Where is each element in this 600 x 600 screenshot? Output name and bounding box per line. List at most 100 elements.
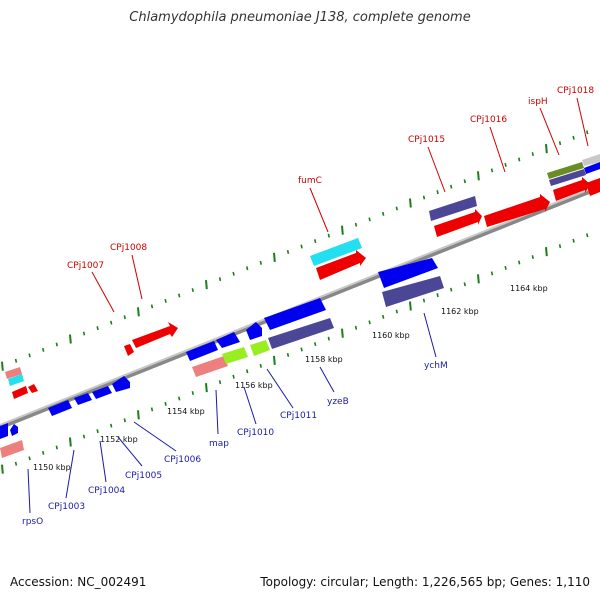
minor-tick bbox=[368, 217, 371, 222]
minor-tick bbox=[123, 315, 126, 320]
minor-tick bbox=[191, 391, 194, 396]
top-leader-lines bbox=[91, 97, 589, 313]
minor-tick bbox=[110, 423, 113, 428]
minor-tick bbox=[178, 293, 181, 298]
minor-tick bbox=[531, 152, 534, 157]
major-tick bbox=[545, 247, 548, 257]
minor-tick bbox=[150, 304, 154, 309]
minor-tick bbox=[436, 190, 439, 195]
minor-tick bbox=[450, 287, 453, 292]
gene-label-cpj1016: CPj1016 bbox=[470, 115, 507, 125]
minor-tick bbox=[246, 369, 249, 374]
minor-tick bbox=[218, 380, 222, 385]
minor-tick bbox=[164, 401, 167, 406]
minor-tick bbox=[490, 168, 494, 173]
minor-tick bbox=[55, 342, 58, 347]
gene-label-cpj1011: CPj1011 bbox=[280, 411, 317, 421]
gene-feature bbox=[132, 322, 178, 348]
gene-feature bbox=[429, 196, 477, 221]
gene-feature bbox=[192, 356, 228, 377]
minor-tick bbox=[28, 353, 31, 358]
minor-tick bbox=[110, 320, 113, 325]
gene-feature bbox=[74, 393, 92, 405]
minor-tick bbox=[354, 222, 358, 227]
gene-feature bbox=[268, 318, 334, 349]
gene-feature bbox=[28, 384, 38, 393]
major-tick bbox=[409, 198, 412, 208]
gene-feature bbox=[378, 258, 438, 288]
minor-tick bbox=[531, 255, 534, 260]
major-tick bbox=[205, 280, 208, 290]
gene-feature bbox=[310, 238, 362, 266]
minor-tick bbox=[327, 336, 330, 341]
minor-tick bbox=[96, 326, 99, 331]
top-strand-genes bbox=[5, 154, 600, 399]
gene-feature bbox=[0, 423, 8, 439]
minor-tick bbox=[314, 342, 317, 347]
scale-label-1154: 1154 kbp bbox=[167, 407, 205, 416]
minor-tick bbox=[572, 238, 575, 243]
map-title: Chlamydophila pneumoniae J138, complete … bbox=[129, 10, 471, 25]
gene-label-cpj1008: CPj1008 bbox=[110, 243, 147, 253]
minor-tick bbox=[518, 260, 521, 265]
minor-tick bbox=[286, 249, 290, 254]
gene-feature bbox=[549, 169, 586, 186]
gene-label-cpj1015: CPj1015 bbox=[408, 135, 445, 145]
gene-feature bbox=[10, 424, 18, 436]
major-tick bbox=[1, 361, 4, 371]
top-gene-labels: CPj1007 CPj1008 fumC CPj1015 CPj1016 isp… bbox=[67, 86, 594, 271]
major-tick bbox=[477, 171, 480, 181]
gene-label-cpj1005: CPj1005 bbox=[125, 471, 162, 481]
scale-label-1160: 1160 kbp bbox=[372, 331, 410, 340]
scale-label-1156: 1156 kbp bbox=[235, 381, 273, 390]
minor-tick bbox=[463, 179, 466, 184]
minor-tick bbox=[422, 195, 426, 200]
accession-text: Accession: NC_002491 bbox=[10, 575, 147, 589]
minor-tick bbox=[218, 277, 222, 282]
major-tick bbox=[545, 144, 548, 154]
minor-tick bbox=[518, 157, 521, 162]
minor-tick bbox=[191, 288, 194, 293]
gene-feature bbox=[8, 374, 24, 386]
minor-tick bbox=[422, 298, 426, 303]
gene-feature bbox=[484, 194, 550, 227]
scale-label-1158: 1158 kbp bbox=[305, 355, 343, 364]
minor-tick bbox=[286, 352, 290, 357]
major-tick bbox=[137, 410, 140, 420]
gene-label-map: map bbox=[209, 439, 229, 449]
gene-feature bbox=[264, 298, 326, 330]
gene-feature bbox=[222, 347, 248, 364]
gene-feature bbox=[582, 154, 600, 166]
gene-feature bbox=[382, 276, 444, 307]
minor-tick bbox=[395, 206, 398, 211]
major-tick bbox=[69, 437, 72, 447]
major-tick bbox=[1, 464, 4, 474]
minor-tick bbox=[382, 314, 385, 319]
scale-label-1152: 1152 kbp bbox=[100, 435, 138, 444]
gene-feature bbox=[547, 162, 584, 179]
gene-label-cpj1010: CPj1010 bbox=[237, 428, 274, 438]
gene-label-cpj1006: CPj1006 bbox=[164, 455, 201, 465]
minor-tick bbox=[490, 271, 494, 276]
major-tick bbox=[341, 328, 344, 338]
major-tick bbox=[341, 225, 344, 235]
bottom-gene-labels: rpsO CPj1003 CPj1004 CPj1005 CPj1006 map… bbox=[22, 361, 448, 527]
scale-labels: 1150 kbp 1152 kbp 1154 kbp 1156 kbp 1158… bbox=[33, 284, 548, 472]
gene-label-cpj1007: CPj1007 bbox=[67, 261, 104, 271]
minor-tick bbox=[82, 434, 86, 439]
minor-tick bbox=[178, 396, 181, 401]
minor-tick bbox=[300, 347, 303, 352]
gene-feature bbox=[12, 386, 28, 399]
minor-tick bbox=[96, 429, 99, 434]
minor-tick bbox=[232, 271, 235, 276]
minor-tick bbox=[164, 298, 167, 303]
gene-label-cpj1003: CPj1003 bbox=[48, 502, 85, 512]
minor-tick bbox=[450, 184, 453, 189]
gene-label-fumc: fumC bbox=[298, 176, 322, 186]
minor-tick bbox=[586, 233, 589, 238]
major-tick bbox=[205, 383, 208, 393]
upper-tick-track bbox=[1, 130, 589, 371]
minor-tick bbox=[82, 331, 86, 336]
major-tick bbox=[409, 301, 412, 311]
